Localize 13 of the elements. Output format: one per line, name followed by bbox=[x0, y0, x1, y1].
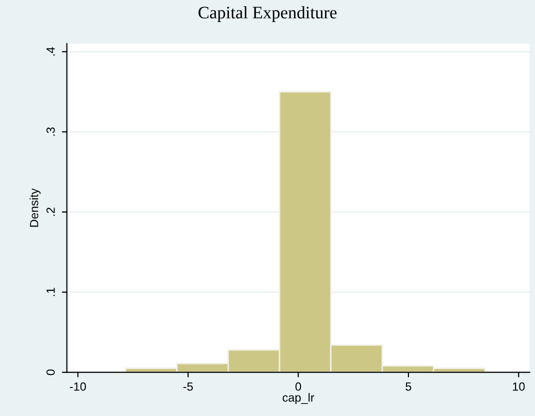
y-axis-title: Density bbox=[30, 188, 41, 227]
x-tick-label: -10 bbox=[70, 382, 86, 391]
y-tick-label: 0 bbox=[46, 370, 55, 376]
x-tick-label: 0 bbox=[295, 382, 302, 391]
y-tick-label: .3 bbox=[46, 127, 55, 136]
y-tick-label: .2 bbox=[46, 208, 55, 216]
y-tick-label: .1 bbox=[46, 288, 55, 296]
x-axis-title: cap_lr bbox=[282, 393, 314, 404]
y-tick-label: .4 bbox=[46, 47, 55, 56]
x-tick-label: 10 bbox=[512, 382, 525, 391]
chart-title: Capital Expenditure bbox=[198, 6, 337, 22]
x-tick-label: -5 bbox=[183, 382, 193, 391]
x-tick-label: 5 bbox=[406, 382, 412, 391]
